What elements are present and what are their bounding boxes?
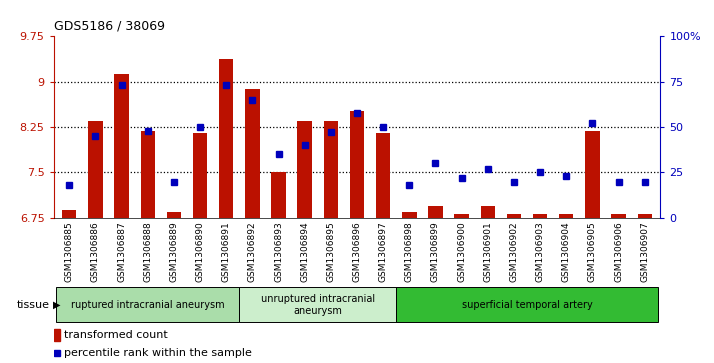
Text: GSM1306895: GSM1306895 (326, 221, 336, 282)
Bar (141, 131, 155, 218)
Text: GSM1306885: GSM1306885 (65, 221, 74, 282)
Text: transformed count: transformed count (64, 330, 168, 340)
Text: GSM1306905: GSM1306905 (588, 221, 597, 282)
Text: GSM1306892: GSM1306892 (248, 221, 257, 282)
Bar (298, 121, 312, 218)
Text: percentile rank within the sample: percentile rank within the sample (64, 348, 252, 358)
Bar (559, 213, 573, 218)
Text: GSM1306888: GSM1306888 (144, 221, 152, 282)
Text: GSM1306890: GSM1306890 (196, 221, 204, 282)
Text: GDS5186 / 38069: GDS5186 / 38069 (54, 20, 164, 33)
Bar (56, 287, 239, 322)
Text: GSM1306901: GSM1306901 (483, 221, 492, 282)
Bar (89, 121, 103, 218)
Text: GSM1306893: GSM1306893 (274, 221, 283, 282)
Bar (350, 111, 364, 218)
Text: GSM1306899: GSM1306899 (431, 221, 440, 282)
Bar (376, 133, 391, 218)
Text: GSM1306896: GSM1306896 (353, 221, 361, 282)
Bar (533, 213, 548, 218)
Bar (454, 213, 469, 218)
Bar (166, 212, 181, 218)
Bar (239, 287, 396, 322)
Text: GSM1306907: GSM1306907 (640, 221, 649, 282)
Text: tissue: tissue (17, 300, 50, 310)
Text: ▶: ▶ (53, 300, 61, 310)
Bar (481, 206, 495, 218)
Text: GSM1306894: GSM1306894 (300, 221, 309, 282)
Text: unruptured intracranial
aneurysm: unruptured intracranial aneurysm (261, 294, 375, 316)
Bar (638, 213, 652, 218)
Text: GSM1306897: GSM1306897 (378, 221, 388, 282)
Bar (245, 89, 260, 218)
Text: GSM1306898: GSM1306898 (405, 221, 414, 282)
Text: GSM1306887: GSM1306887 (117, 221, 126, 282)
Bar (219, 59, 233, 218)
Text: superficial temporal artery: superficial temporal artery (462, 300, 593, 310)
Bar (507, 213, 521, 218)
Text: GSM1306902: GSM1306902 (510, 221, 518, 282)
Bar (396, 287, 658, 322)
Bar (114, 74, 129, 218)
Bar (585, 131, 600, 218)
Text: GSM1306891: GSM1306891 (222, 221, 231, 282)
Text: GSM1306889: GSM1306889 (169, 221, 178, 282)
Bar (271, 172, 286, 218)
Bar (428, 206, 443, 218)
Text: ruptured intracranial aneurysm: ruptured intracranial aneurysm (71, 300, 224, 310)
Bar (402, 212, 416, 218)
Text: GSM1306904: GSM1306904 (562, 221, 570, 282)
Text: GSM1306903: GSM1306903 (536, 221, 545, 282)
Bar (323, 121, 338, 218)
Bar (193, 133, 207, 218)
Bar (54, 329, 60, 341)
Text: GSM1306906: GSM1306906 (614, 221, 623, 282)
Bar (611, 213, 625, 218)
Bar (62, 210, 76, 218)
Text: GSM1306886: GSM1306886 (91, 221, 100, 282)
Text: GSM1306900: GSM1306900 (457, 221, 466, 282)
